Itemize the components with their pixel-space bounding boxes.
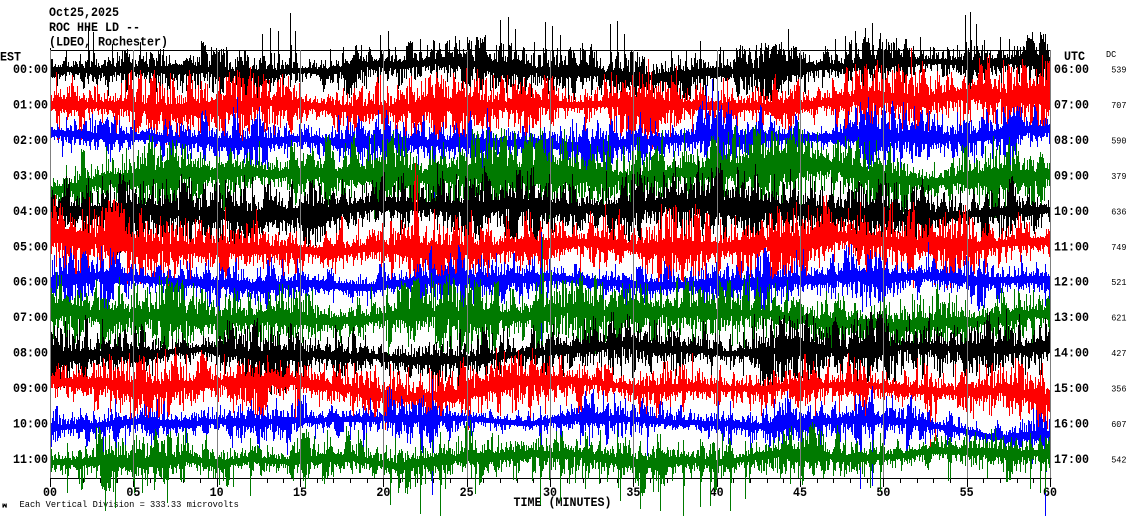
svg-text:UTC: UTC xyxy=(1064,49,1085,64)
svg-text:14:00: 14:00 xyxy=(1054,346,1089,361)
svg-text:55: 55 xyxy=(960,485,974,500)
svg-text:(LDEO, Rochester): (LDEO, Rochester) xyxy=(49,35,168,50)
svg-text:EST: EST xyxy=(0,50,21,65)
svg-text:356: 356 xyxy=(1111,385,1126,395)
svg-text:20: 20 xyxy=(376,485,390,500)
svg-text:749: 749 xyxy=(1111,243,1126,253)
svg-text:542: 542 xyxy=(1111,455,1126,465)
svg-text:00:00: 00:00 xyxy=(13,62,48,77)
svg-text:590: 590 xyxy=(1111,136,1126,146)
svg-text:01:00: 01:00 xyxy=(13,97,48,112)
svg-text:08:00: 08:00 xyxy=(13,346,48,361)
svg-text:03:00: 03:00 xyxy=(13,168,48,183)
svg-text:10:00: 10:00 xyxy=(13,417,48,432)
svg-text:11:00: 11:00 xyxy=(13,452,48,467)
svg-text:25: 25 xyxy=(460,485,474,500)
svg-text:60: 60 xyxy=(1043,485,1057,500)
svg-text:00: 00 xyxy=(43,485,57,500)
svg-text:379: 379 xyxy=(1111,172,1126,182)
svg-text:707: 707 xyxy=(1111,101,1126,111)
svg-text:17:00: 17:00 xyxy=(1054,452,1089,467)
svg-text:10:00: 10:00 xyxy=(1054,204,1089,219)
svg-text:05:00: 05:00 xyxy=(13,239,48,254)
svg-text:05: 05 xyxy=(126,485,140,500)
svg-text:30: 30 xyxy=(543,485,557,500)
svg-text:636: 636 xyxy=(1111,207,1126,217)
svg-text:Oct25,2025: Oct25,2025 xyxy=(49,5,119,20)
svg-text:16:00: 16:00 xyxy=(1054,417,1089,432)
svg-text:08:00: 08:00 xyxy=(1054,133,1089,148)
svg-text:35: 35 xyxy=(626,485,640,500)
svg-text:DC: DC xyxy=(1106,50,1117,60)
svg-text:15:00: 15:00 xyxy=(1054,381,1089,396)
svg-text:539: 539 xyxy=(1111,66,1126,76)
svg-text:13:00: 13:00 xyxy=(1054,310,1089,325)
svg-text:12:00: 12:00 xyxy=(1054,275,1089,290)
svg-text:15: 15 xyxy=(293,485,307,500)
svg-text:06:00: 06:00 xyxy=(1054,62,1089,77)
svg-text:50: 50 xyxy=(876,485,890,500)
svg-text:427: 427 xyxy=(1111,349,1126,359)
svg-text:Each Vertical Division = 333.: Each Vertical Division = 333.33 microvol… xyxy=(20,500,239,510)
svg-text:09:00: 09:00 xyxy=(13,381,48,396)
svg-text:02:00: 02:00 xyxy=(13,133,48,148)
svg-text:521: 521 xyxy=(1111,278,1126,288)
svg-text:607: 607 xyxy=(1111,420,1126,430)
svg-text:45: 45 xyxy=(793,485,807,500)
svg-text:04:00: 04:00 xyxy=(13,204,48,219)
svg-text:10: 10 xyxy=(210,485,224,500)
svg-text:06:00: 06:00 xyxy=(13,275,48,290)
svg-text:TIME (MINUTES): TIME (MINUTES) xyxy=(514,495,612,510)
svg-text:07:00: 07:00 xyxy=(1054,97,1089,112)
svg-text:621: 621 xyxy=(1111,314,1126,324)
svg-text:ROC HHE LD --: ROC HHE LD -- xyxy=(49,20,140,35)
svg-text:40: 40 xyxy=(710,485,724,500)
svg-text:11:00: 11:00 xyxy=(1054,239,1089,254)
svg-text:07:00: 07:00 xyxy=(13,310,48,325)
svg-text:09:00: 09:00 xyxy=(1054,168,1089,183)
